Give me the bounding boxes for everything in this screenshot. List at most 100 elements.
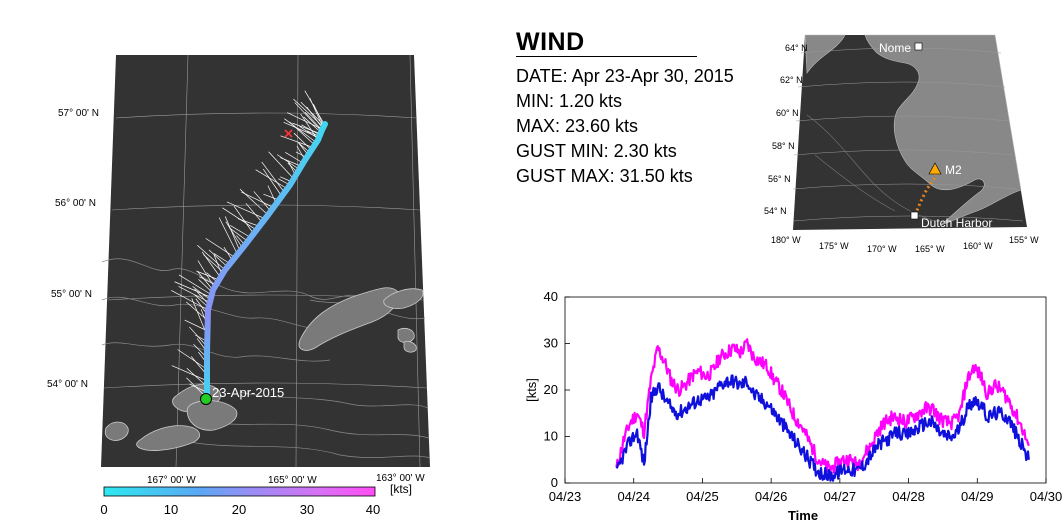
gust-speed-line: [615, 338, 1030, 474]
map-graticule: [103, 54, 428, 468]
x-axis: 04/23 04/24 04/25 04/26 04/27 04/28 04/29 04/30: [549, 478, 1063, 504]
wind-vector: [287, 112, 323, 130]
colorbar: [103, 486, 376, 497]
panel-title: WIND: [516, 28, 585, 56]
wind-vector: [304, 111, 323, 131]
chart-svg: 0 10 20 30 40 04/23 04/24 04/25 04/26 04/27 04/28…: [524, 289, 1063, 523]
wind-vector: [174, 281, 212, 298]
wind-vector: [285, 152, 304, 164]
map-svg: 23-Apr-2015 57° 00' N 56° 00' N 55° 00' …: [47, 54, 431, 517]
wind-vector: [171, 365, 208, 382]
wind-vector: [261, 161, 285, 193]
inset-lon-155: 155° W: [1009, 235, 1039, 245]
wind-vector: [178, 274, 212, 296]
x-tick-label: 04/25: [686, 489, 719, 504]
gust-min-line: GUST MIN: 2.30 kts: [516, 141, 677, 161]
wind-vector: [186, 368, 208, 387]
inset-map-svg: Nome M2 Dutch Harbor 64° N 62° N 60° N 5…: [764, 34, 1039, 254]
wind-vector: [185, 301, 208, 321]
inset-lat-54: 54° N: [764, 206, 787, 216]
inset-lon-165: 165° W: [915, 244, 945, 254]
wind-vector: [245, 203, 263, 223]
wind-vector: [268, 151, 295, 179]
wind-vector: [253, 191, 272, 212]
wind-vector: [280, 135, 314, 148]
inset-lat-62: 62° N: [780, 75, 803, 85]
inset-map: Nome M2 Dutch Harbor 64° N 62° N 60° N 5…: [745, 25, 1045, 260]
lon-label-163: 163° 00' W: [376, 473, 425, 484]
inset-lon-175: 175° W: [819, 241, 849, 251]
x-tick-label: 04/27: [824, 489, 857, 504]
gust-max-line: GUST MAX: 31.50 kts: [516, 166, 693, 186]
lat-label-56: 56° 00' N: [55, 198, 96, 209]
lat-label-55: 55° 00' N: [51, 289, 92, 300]
x-tick-label: 04/29: [961, 489, 994, 504]
start-date-label: 23-Apr-2015: [212, 385, 284, 400]
wind-vector: [293, 98, 324, 128]
x-tick-label: 04/24: [617, 489, 650, 504]
inset-lon-180: 180° W: [771, 235, 801, 245]
wind-vector: [262, 168, 283, 197]
colorbar-tick-40: 40: [366, 502, 380, 517]
lon-label-165: 165° 00' W: [268, 475, 317, 486]
inset-lon-170: 170° W: [867, 244, 897, 254]
y-axis-label: [kts]: [524, 378, 539, 402]
inset-lat-64: 64° N: [785, 43, 808, 53]
map-land: [104, 287, 424, 451]
inset-lon-160: 160° W: [963, 241, 993, 251]
m2-marker: [928, 162, 942, 175]
panel-title-rule: [516, 56, 697, 57]
wind-vector: [218, 217, 238, 255]
wind-vector: [224, 216, 241, 252]
y-axis: 0 10 20 30 40: [544, 289, 570, 490]
x-axis-label: Time: [788, 508, 818, 523]
wind-vector: [292, 122, 321, 135]
inset-lat-58: 58° N: [772, 141, 795, 151]
m2-label: M2: [945, 163, 962, 177]
end-marker: [284, 129, 293, 138]
colorbar-tick-20: 20: [232, 502, 246, 517]
date-range-line: DATE: Apr 23-Apr 30, 2015: [516, 66, 734, 86]
wind-vector: [230, 225, 251, 238]
wind-vector: [213, 253, 231, 265]
nome-label: Nome: [879, 41, 911, 55]
wind-vector: [241, 191, 274, 208]
x-tick-label: 04/26: [755, 489, 788, 504]
wind-vector: [237, 218, 260, 227]
start-marker: [200, 393, 212, 405]
wind-vector: [229, 227, 249, 242]
wind-vector: [293, 132, 312, 151]
wind-vector: [280, 157, 302, 167]
inset-graticule: [792, 47, 1024, 222]
inset-land-siberia: [804, 34, 846, 74]
lat-label-54: 54° 00' N: [47, 379, 88, 390]
y-tick-label: 40: [544, 289, 558, 304]
wind-speed-chart: 0 10 20 30 40 04/23 04/24 04/25 04/26 04/27 04/28…: [500, 285, 1064, 532]
inset-ship-track: [913, 170, 939, 216]
wind-vector: [196, 270, 220, 281]
x-tick-label: 04/28: [892, 489, 925, 504]
wind-vector: [178, 286, 211, 303]
wind-vector: [304, 90, 325, 125]
inset-lat-60: 60° N: [776, 108, 799, 118]
wind-vector: [203, 254, 224, 273]
inset-lat-56: 56° N: [768, 174, 791, 184]
wind-speed-line: [615, 374, 1030, 482]
y-tick-label: 20: [544, 382, 558, 397]
inset-land-alaska: [864, 34, 1022, 226]
y-tick-label: 10: [544, 429, 558, 444]
colorbar-tick-10: 10: [164, 502, 178, 517]
wind-vector: [197, 271, 214, 291]
dutch-harbor-marker: [910, 211, 919, 220]
dutch-harbor-label: Dutch Harbor: [921, 216, 992, 230]
y-tick-label: 0: [551, 475, 558, 490]
y-tick-label: 30: [544, 336, 558, 351]
wind-vector: [177, 349, 208, 370]
wind-vector: [225, 221, 243, 249]
wind-vector: [283, 122, 320, 138]
colorbar-tick-0: 0: [100, 502, 107, 517]
wind-track-map: 23-Apr-2015 57° 00' N 56° 00' N 55° 00' …: [0, 0, 470, 532]
x-tick-label: 04/30: [1030, 489, 1063, 504]
wind-vector: [208, 249, 228, 268]
ship-track: [204, 121, 328, 401]
